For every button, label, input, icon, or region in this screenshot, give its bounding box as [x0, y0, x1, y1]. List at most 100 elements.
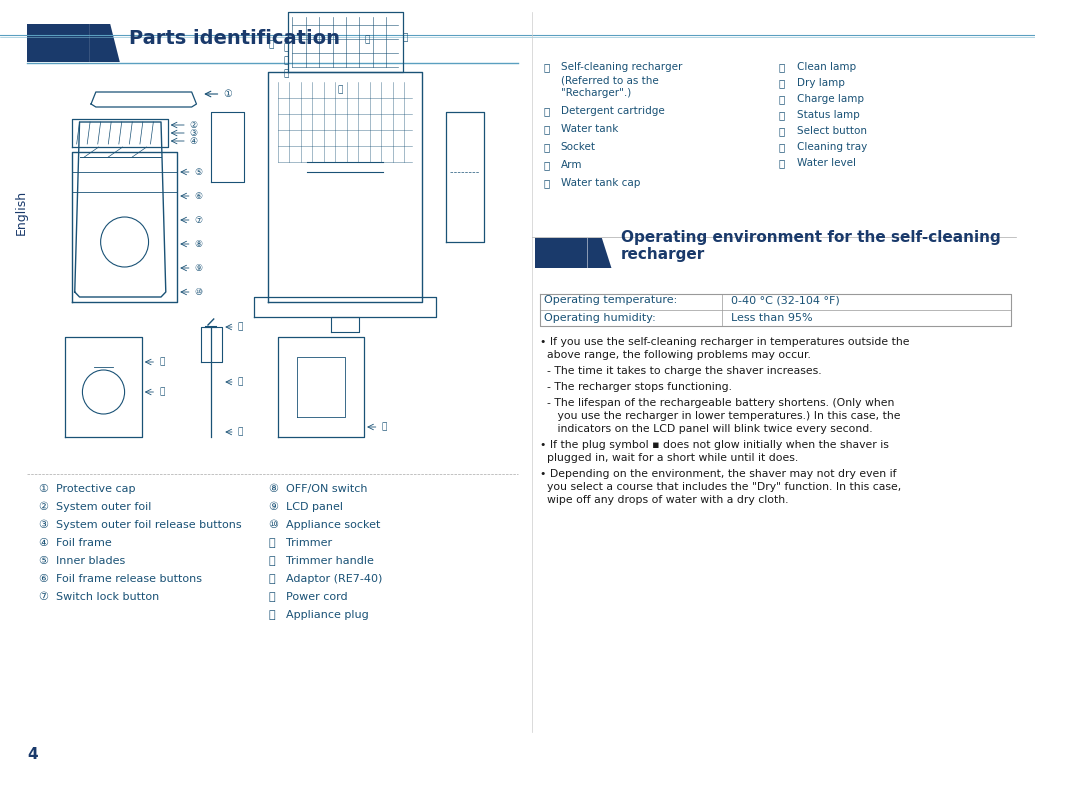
- Text: Power cord: Power cord: [285, 592, 348, 602]
- Text: ⑨: ⑨: [268, 502, 279, 512]
- Text: ㉓: ㉓: [779, 78, 784, 88]
- Text: ④: ④: [190, 136, 198, 146]
- Text: ①: ①: [38, 484, 49, 494]
- Text: ⑲: ⑲: [543, 142, 550, 152]
- Text: Foil frame: Foil frame: [55, 538, 111, 548]
- Text: Appliance plug: Appliance plug: [285, 610, 368, 620]
- Text: ㉔: ㉔: [779, 94, 784, 104]
- Text: ⑬: ⑬: [238, 322, 243, 332]
- Text: ㉗: ㉗: [779, 142, 784, 152]
- Text: Charge lamp: Charge lamp: [797, 94, 864, 104]
- Text: ⑪: ⑪: [159, 357, 164, 367]
- Text: ⑮: ⑮: [268, 610, 275, 620]
- Bar: [27, 24, 90, 62]
- Text: Appliance socket: Appliance socket: [285, 520, 380, 530]
- Text: ㉓: ㉓: [284, 43, 289, 52]
- Text: ⑥: ⑥: [38, 574, 49, 584]
- Text: ⑳: ⑳: [543, 160, 550, 170]
- Text: ⑫: ⑫: [268, 556, 275, 566]
- Text: ⑮: ⑮: [238, 428, 243, 436]
- Text: ⑤: ⑤: [38, 556, 49, 566]
- Text: Less than 95%: Less than 95%: [731, 313, 813, 323]
- Text: you use the recharger in lower temperatures.) In this case, the: you use the recharger in lower temperatu…: [540, 411, 900, 421]
- Text: ㉑: ㉑: [543, 178, 550, 188]
- Text: Adaptor (RE7-40): Adaptor (RE7-40): [285, 574, 382, 584]
- Text: ⑯: ⑯: [381, 422, 387, 432]
- Text: ㉕: ㉕: [284, 69, 289, 78]
- Text: ⑩: ⑩: [194, 287, 203, 296]
- Text: ⑨: ⑨: [194, 264, 203, 272]
- Text: Water tank cap: Water tank cap: [561, 178, 640, 188]
- Text: Cleaning tray: Cleaning tray: [797, 142, 867, 152]
- Text: ㉘: ㉘: [779, 158, 784, 168]
- Text: "Recharger".): "Recharger".): [561, 88, 631, 98]
- Text: English: English: [15, 189, 28, 234]
- Text: ⑤: ⑤: [194, 167, 203, 177]
- Text: Foil frame release buttons: Foil frame release buttons: [55, 574, 202, 584]
- Text: • If you use the self-cleaning recharger in temperatures outside the: • If you use the self-cleaning recharger…: [540, 337, 909, 347]
- Text: ③: ③: [190, 128, 198, 138]
- Text: above range, the following problems may occur.: above range, the following problems may …: [540, 350, 810, 360]
- Text: ㉖: ㉖: [337, 85, 342, 94]
- Text: Water level: Water level: [797, 158, 856, 168]
- Text: ⑪: ⑪: [268, 538, 275, 548]
- Text: plugged in, wait for a short while until it does.: plugged in, wait for a short while until…: [540, 453, 798, 463]
- Text: Parts identification: Parts identification: [130, 29, 340, 48]
- Text: wipe off any drops of water with a dry cloth.: wipe off any drops of water with a dry c…: [540, 495, 788, 505]
- Text: ⑦: ⑦: [38, 592, 49, 602]
- Text: ㉑: ㉑: [403, 33, 408, 42]
- Text: ⑧: ⑧: [268, 484, 279, 494]
- Bar: [535, 238, 588, 268]
- Text: ㉖: ㉖: [779, 126, 784, 136]
- Text: • Depending on the environment, the shaver may not dry even if: • Depending on the environment, the shav…: [540, 469, 896, 479]
- Text: Self-cleaning recharger: Self-cleaning recharger: [561, 62, 683, 72]
- Polygon shape: [90, 24, 120, 62]
- Text: ⑳: ⑳: [364, 35, 369, 44]
- Text: ⑦: ⑦: [194, 215, 203, 224]
- Text: ㉕: ㉕: [779, 110, 784, 120]
- Text: ⑫: ⑫: [159, 387, 164, 397]
- Text: ①: ①: [224, 89, 232, 99]
- Text: Operating temperature:: Operating temperature:: [544, 295, 677, 305]
- Text: Operating environment for the self-cleaning
recharger: Operating environment for the self-clean…: [621, 230, 1001, 262]
- Text: ⑬: ⑬: [268, 574, 275, 584]
- Text: ⑰: ⑰: [543, 106, 550, 116]
- Text: ⑭: ⑭: [268, 592, 275, 602]
- Text: (Referred to as the: (Referred to as the: [561, 75, 659, 85]
- Text: Socket: Socket: [561, 142, 596, 152]
- Text: ②: ②: [38, 502, 49, 512]
- Text: Arm: Arm: [561, 160, 582, 170]
- Text: Inner blades: Inner blades: [55, 556, 125, 566]
- Text: Clean lamp: Clean lamp: [797, 62, 856, 72]
- Text: OFF/ON switch: OFF/ON switch: [285, 484, 367, 494]
- Text: - The time it takes to charge the shaver increases.: - The time it takes to charge the shaver…: [540, 366, 821, 376]
- Text: ⑭: ⑭: [238, 378, 243, 386]
- Text: Trimmer handle: Trimmer handle: [285, 556, 374, 566]
- Text: 4: 4: [27, 747, 38, 762]
- Text: System outer foil release buttons: System outer foil release buttons: [55, 520, 241, 530]
- Text: Protective cap: Protective cap: [55, 484, 135, 494]
- Text: ⑧: ⑧: [194, 239, 203, 249]
- Text: ②: ②: [190, 120, 198, 130]
- Text: Status lamp: Status lamp: [797, 110, 860, 120]
- Text: Trimmer: Trimmer: [285, 538, 332, 548]
- Text: ④: ④: [38, 538, 49, 548]
- Text: ⑯: ⑯: [543, 62, 550, 72]
- Text: Select button: Select button: [797, 126, 867, 136]
- Text: - The lifespan of the rechargeable battery shortens. (Only when: - The lifespan of the rechargeable batte…: [540, 398, 894, 408]
- Text: ③: ③: [38, 520, 49, 530]
- Text: ㉒: ㉒: [268, 40, 273, 49]
- Text: LCD panel: LCD panel: [285, 502, 342, 512]
- Text: 0-40 °C (32-104 °F): 0-40 °C (32-104 °F): [731, 295, 840, 305]
- Text: you select a course that includes the "Dry" function. In this case,: you select a course that includes the "D…: [540, 482, 901, 492]
- Text: Detergent cartridge: Detergent cartridge: [561, 106, 664, 116]
- Polygon shape: [588, 238, 611, 268]
- Text: Switch lock button: Switch lock button: [55, 592, 159, 602]
- Text: ⑱: ⑱: [543, 124, 550, 134]
- Text: Dry lamp: Dry lamp: [797, 78, 846, 88]
- Text: ⑥: ⑥: [194, 192, 203, 200]
- Text: Operating humidity:: Operating humidity:: [544, 313, 657, 323]
- Text: ⑩: ⑩: [268, 520, 279, 530]
- Text: ㉔: ㉔: [284, 56, 289, 65]
- Text: - The recharger stops functioning.: - The recharger stops functioning.: [540, 382, 731, 392]
